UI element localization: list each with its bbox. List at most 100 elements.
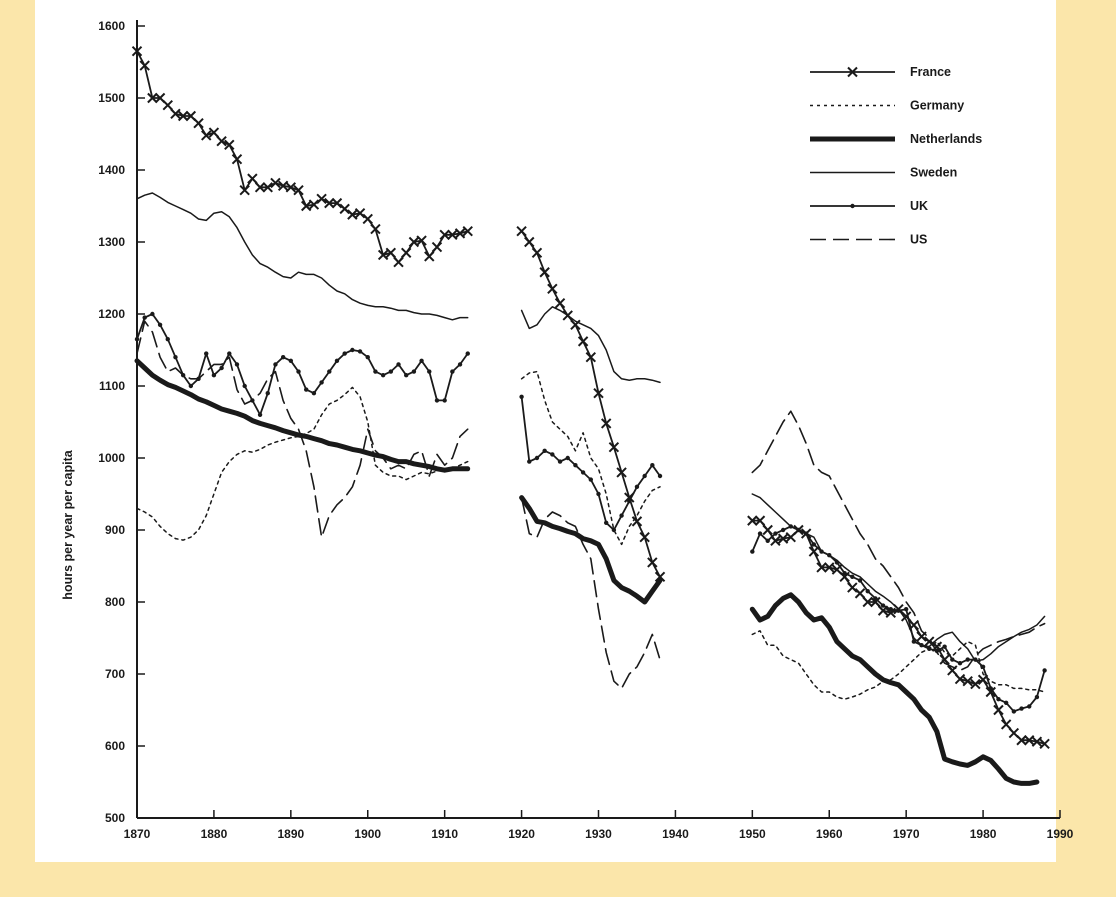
- germany-line: [751, 630, 1046, 700]
- legend-uk-marker: [850, 203, 855, 209]
- uk-marker: [211, 373, 217, 378]
- uk-marker: [557, 459, 563, 464]
- x-tick-label: 1940: [662, 827, 689, 841]
- uk-marker: [834, 560, 840, 565]
- france-marker: [547, 283, 558, 295]
- legend-item-us: US: [810, 233, 927, 247]
- series-france: [131, 45, 1050, 750]
- france-marker: [324, 197, 335, 209]
- uk-marker: [1019, 706, 1024, 711]
- uk-marker: [319, 380, 324, 385]
- x-tick-label: 1890: [277, 827, 304, 841]
- uk-marker: [788, 524, 793, 529]
- legend-item-sweden: Sweden: [810, 166, 957, 180]
- uk-marker: [603, 520, 609, 525]
- france-marker: [316, 193, 327, 205]
- x-tick-label: 1970: [893, 827, 920, 841]
- sweden-line: [751, 493, 1046, 662]
- uk-marker: [580, 470, 586, 475]
- uk-marker: [280, 355, 286, 360]
- x-tick-label: 1870: [124, 827, 151, 841]
- uk-marker: [1011, 709, 1017, 714]
- uk-marker: [304, 387, 309, 392]
- uk-marker: [204, 351, 209, 356]
- uk-marker: [404, 373, 409, 378]
- uk-marker: [896, 608, 901, 613]
- france-marker: [462, 225, 473, 237]
- x-tick-label: 1920: [508, 827, 535, 841]
- france-marker: [631, 516, 643, 527]
- uk-marker: [1003, 700, 1009, 705]
- y-tick-label: 1600: [98, 19, 125, 33]
- france-marker: [293, 184, 304, 196]
- france-marker: [216, 135, 227, 147]
- legend-label: Netherlands: [910, 132, 982, 146]
- y-tick-label: 700: [105, 667, 125, 681]
- france-marker: [262, 182, 273, 193]
- france-marker: [808, 546, 820, 557]
- uk-marker: [880, 603, 886, 608]
- uk-marker: [773, 531, 778, 536]
- uk-marker: [827, 553, 832, 558]
- france-marker: [239, 184, 250, 196]
- uk-marker: [519, 394, 524, 399]
- france-marker: [270, 177, 281, 189]
- uk-marker: [796, 527, 801, 533]
- uk-marker: [842, 571, 847, 576]
- france-marker: [554, 297, 566, 309]
- x-tick-label: 1980: [970, 827, 997, 841]
- uk-marker: [596, 491, 601, 497]
- france-marker: [231, 153, 243, 165]
- legend-label: Germany: [910, 99, 964, 113]
- france-marker: [1031, 736, 1043, 747]
- uk-marker: [965, 657, 970, 662]
- germany-line: [520, 370, 661, 546]
- uk-marker: [380, 373, 386, 378]
- france-marker: [754, 515, 766, 526]
- uk-marker: [819, 549, 824, 554]
- legend-label: UK: [910, 199, 928, 213]
- uk-marker: [865, 589, 870, 594]
- france-marker: [454, 228, 466, 239]
- uk-marker: [134, 337, 140, 342]
- france-marker: [201, 130, 212, 141]
- us-line: [751, 410, 1046, 672]
- uk-marker: [242, 383, 247, 389]
- france-marker: [1000, 719, 1012, 730]
- netherlands-line: [134, 358, 471, 473]
- france-marker: [147, 92, 158, 104]
- france-marker: [193, 117, 204, 129]
- uk-marker: [334, 358, 340, 363]
- y-tick-label: 1300: [98, 235, 125, 249]
- france-marker: [616, 467, 627, 478]
- uk-marker: [457, 362, 463, 367]
- france-marker: [177, 110, 189, 122]
- france-marker: [1039, 738, 1050, 750]
- legend-item-uk: UK: [810, 199, 928, 213]
- uk-marker: [857, 578, 863, 583]
- france-marker: [131, 45, 143, 57]
- france-marker: [770, 535, 781, 547]
- uk-marker: [265, 391, 270, 396]
- series-germany: [136, 370, 1046, 700]
- uk-marker: [650, 463, 655, 468]
- france-marker: [577, 336, 589, 347]
- france-marker: [162, 99, 173, 111]
- france-marker: [847, 582, 858, 593]
- france-marker: [416, 235, 427, 246]
- france-marker: [208, 127, 220, 138]
- x-tick-label: 1930: [585, 827, 612, 841]
- series-netherlands: [134, 358, 1040, 786]
- france-marker: [862, 596, 873, 608]
- y-tick-label: 1100: [99, 379, 125, 393]
- france-marker: [870, 596, 881, 608]
- uk-marker: [296, 369, 301, 374]
- france-marker: [347, 209, 358, 220]
- france-marker: [539, 267, 550, 278]
- legend-item-germany: Germany: [810, 99, 964, 113]
- legend-item-netherlands: Netherlands: [810, 132, 982, 146]
- uk-marker: [634, 484, 640, 489]
- uk-marker: [873, 596, 878, 601]
- uk-marker: [950, 657, 955, 662]
- uk-marker: [803, 531, 809, 536]
